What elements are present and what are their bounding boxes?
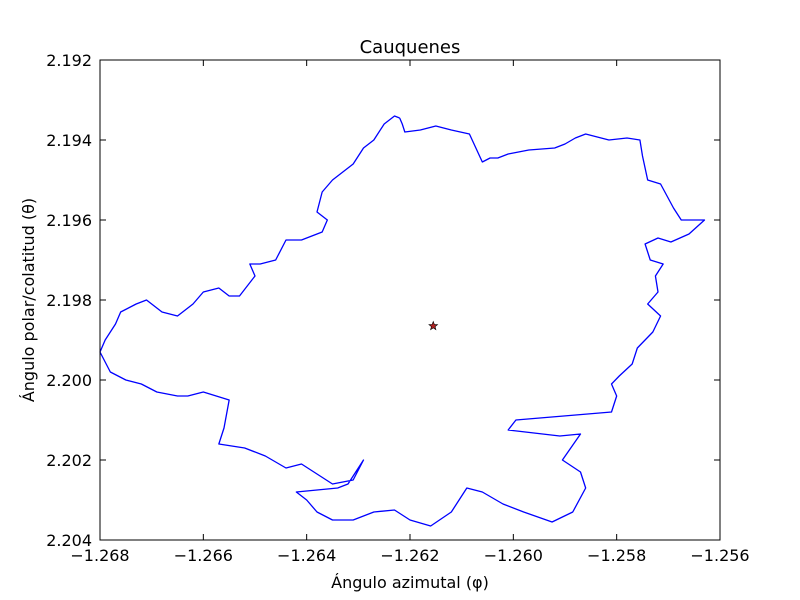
y-tick-label: 2.204: [46, 531, 92, 550]
chart-title: Cauquenes: [360, 37, 461, 58]
y-tick-label: 2.194: [46, 131, 92, 150]
y-tick-label: 2.196: [46, 211, 92, 230]
x-tick-label: −1.256: [690, 546, 749, 565]
plot-area: [100, 60, 720, 540]
x-tick-label: −1.266: [174, 546, 233, 565]
x-tick-label: −1.268: [70, 546, 129, 565]
plot-frame: [99, 59, 721, 541]
y-axis-ticks: 2.192 2.194 2.196 2.198 2.200 2.202 2.204: [46, 51, 720, 550]
y-axis-label: Ángulo polar/colatitud (θ): [19, 198, 38, 402]
y-tick-label: 2.198: [46, 291, 92, 310]
y-tick-label: 2.202: [46, 451, 92, 470]
boundary-series-line: [99, 115, 706, 527]
y-tick-label: 2.192: [46, 51, 92, 70]
y-tick-label: 2.200: [46, 371, 92, 390]
x-tick-label: −1.262: [380, 546, 439, 565]
x-tick-label: −1.260: [484, 546, 543, 565]
x-tick-label: −1.264: [277, 546, 336, 565]
x-tick-label: −1.258: [587, 546, 646, 565]
x-axis-label: Ángulo azimutal (φ): [331, 573, 489, 592]
x-axis-ticks: −1.268 −1.266 −1.264 −1.262 −1.260 −1.258 −1.2…: [70, 60, 750, 565]
center-star-marker: [428, 320, 439, 331]
